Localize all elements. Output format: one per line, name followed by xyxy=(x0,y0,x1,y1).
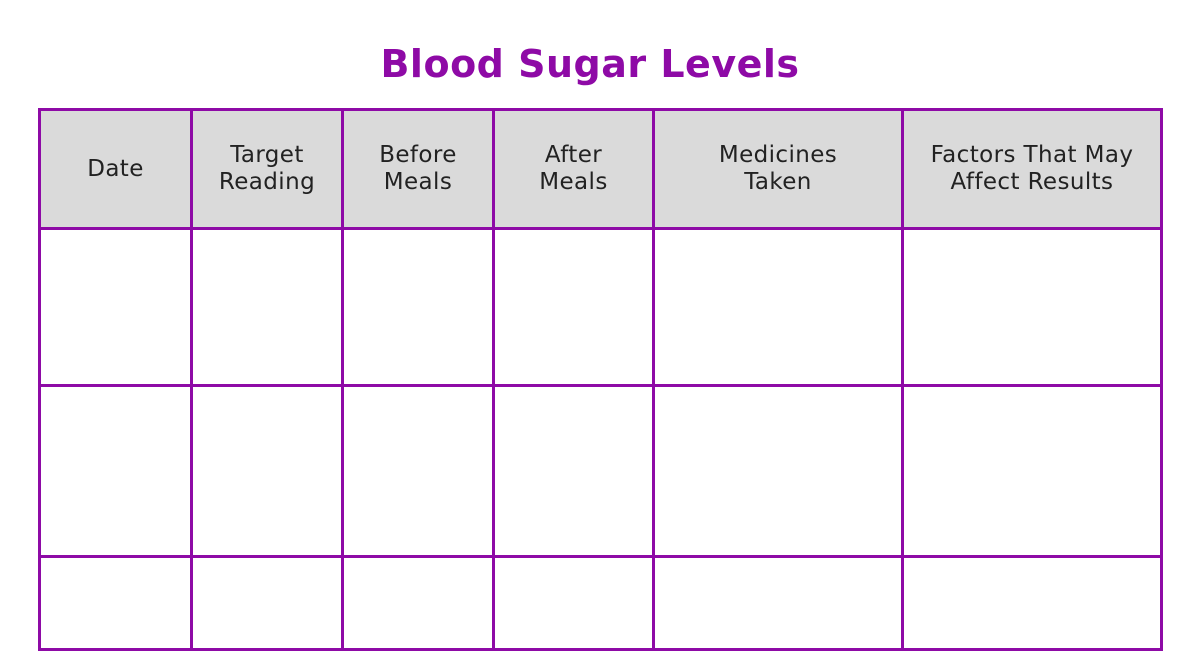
table-cell-after-meals[interactable] xyxy=(492,227,655,387)
column-header-medicines-taken: Medicines Taken xyxy=(652,108,904,230)
table-cell-before-meals[interactable] xyxy=(341,555,495,651)
column-header-line: Date xyxy=(87,155,144,182)
column-header-line: Taken xyxy=(744,169,812,195)
column-header-line: Reading xyxy=(218,169,316,195)
column-header-line: Target xyxy=(230,142,304,168)
column-header-line: Before xyxy=(379,142,457,168)
column-header-line: Medicines xyxy=(718,142,838,168)
table-cell-factors[interactable] xyxy=(901,555,1163,651)
column-header-line: Affect Results xyxy=(950,169,1114,195)
table-cell-after-meals[interactable] xyxy=(492,384,655,558)
table-cell-medicines-taken[interactable] xyxy=(652,555,904,651)
table-row xyxy=(38,227,1163,387)
table-cell-target-reading[interactable] xyxy=(190,555,344,651)
table-cell-date[interactable] xyxy=(38,555,193,651)
blood-sugar-log-table: Date Target Reading Before Meals After M… xyxy=(38,108,1163,651)
column-header-target-reading: Target Reading xyxy=(190,108,344,230)
table-cell-after-meals[interactable] xyxy=(492,555,655,651)
column-header-line: Meals xyxy=(539,169,608,195)
column-header-line: Factors That May xyxy=(930,142,1134,168)
column-header-line: After xyxy=(544,142,603,168)
column-header-line: Meals xyxy=(383,169,453,195)
page-title: Blood Sugar Levels xyxy=(380,42,800,86)
table-row xyxy=(38,384,1163,558)
table-cell-medicines-taken[interactable] xyxy=(652,384,904,558)
column-header-factors: Factors That May Affect Results xyxy=(901,108,1163,230)
table-cell-before-meals[interactable] xyxy=(341,384,495,558)
table-cell-date[interactable] xyxy=(38,227,193,387)
table-cell-target-reading[interactable] xyxy=(190,227,344,387)
table-cell-target-reading[interactable] xyxy=(190,384,344,558)
column-header-before-meals: Before Meals xyxy=(341,108,495,230)
table-cell-date[interactable] xyxy=(38,384,193,558)
column-header-after-meals: After Meals xyxy=(492,108,655,230)
table-cell-before-meals[interactable] xyxy=(341,227,495,387)
table-cell-medicines-taken[interactable] xyxy=(652,227,904,387)
table-cell-factors[interactable] xyxy=(901,227,1163,387)
table-header-row: Date Target Reading Before Meals After M… xyxy=(38,108,1163,230)
table-row xyxy=(38,555,1163,651)
table-cell-factors[interactable] xyxy=(901,384,1163,558)
column-header-date: Date xyxy=(38,108,193,230)
